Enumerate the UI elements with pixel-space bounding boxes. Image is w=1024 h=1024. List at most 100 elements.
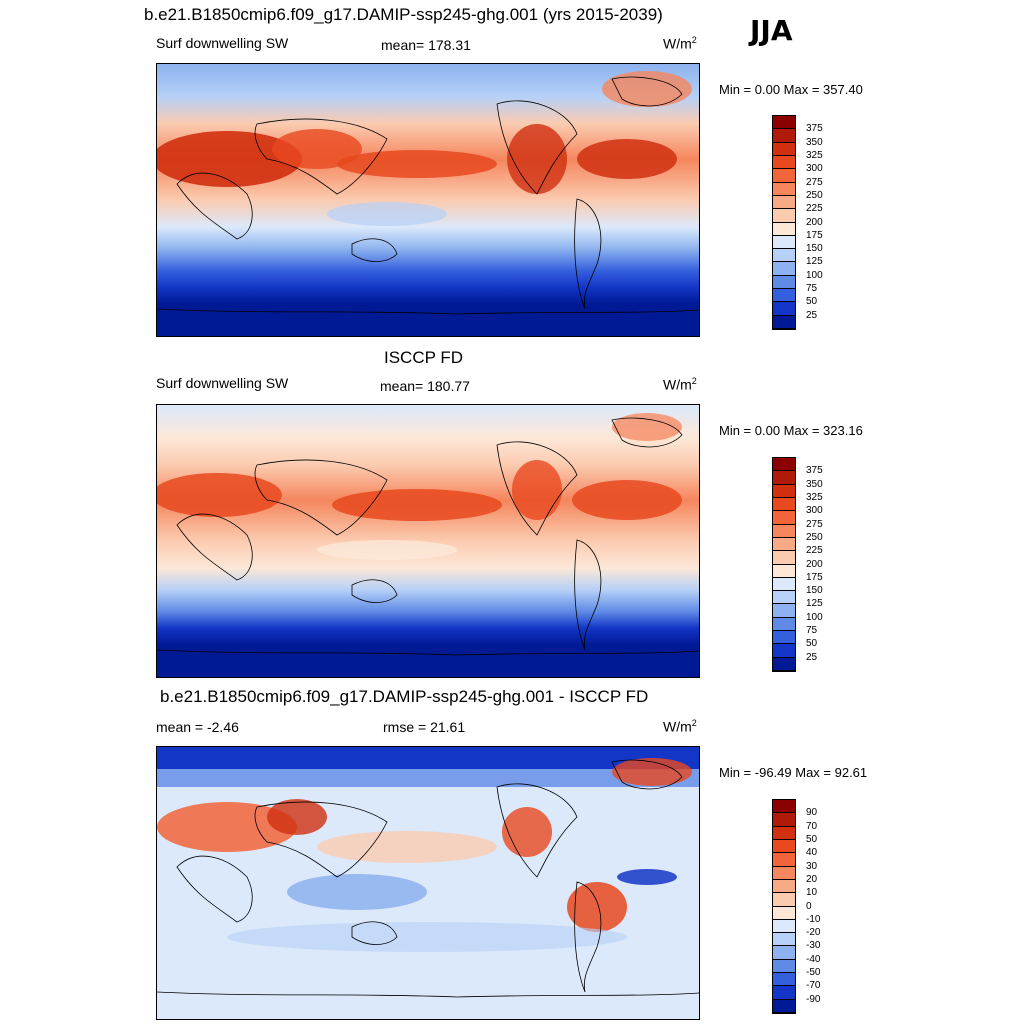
panel-rmse-label: rmse = 21.61 [383, 719, 466, 735]
colorbar-tick-label: 90 [806, 807, 818, 819]
colorbar-swatch [773, 906, 795, 920]
colorbar-tick-label: 175 [806, 229, 823, 241]
colorbar-tick-label: -40 [806, 953, 821, 965]
colorbar-swatch [773, 484, 795, 498]
colorbar-tick-label: 100 [806, 269, 823, 281]
colorbar-swatch [773, 577, 795, 592]
colorbar-tick-label: -20 [806, 927, 821, 939]
panel-minmax: Min = 0.00 Max = 357.40 [719, 82, 863, 97]
colorbar-swatch [773, 879, 795, 894]
world-map-contour-icon [157, 64, 699, 336]
colorbar-tick-label: 100 [806, 611, 823, 623]
colorbar-tick-label: 175 [806, 571, 823, 583]
colorbar-swatch [773, 800, 795, 814]
colorbar-swatch [773, 946, 795, 960]
colorbar-swatch [773, 973, 795, 987]
world-map-contour-icon [157, 405, 699, 677]
colorbar-tick-label: 25 [806, 309, 818, 321]
colorbar-swatch [773, 249, 795, 263]
colorbar-tick-label: 275 [806, 176, 823, 188]
colorbar-tick-label: -70 [806, 980, 821, 992]
colorbar-swatch [773, 893, 795, 907]
colorbar-swatch [773, 142, 795, 156]
colorbar-tick-label: 300 [806, 163, 823, 175]
colorbar-swatch [773, 511, 795, 525]
colorbar-obs: 375 350 325 300 275 250 225 200 175 150 125 100 75 50… [772, 457, 823, 672]
colorbar-swatch [773, 235, 795, 250]
colorbar-swatch [773, 275, 795, 290]
colorbar-tick-label: 375 [806, 465, 823, 477]
colorbar-tick-label: 40 [806, 847, 818, 859]
colorbar-tick-label: 250 [806, 531, 823, 543]
figure-title: b.e21.B1850cmip6.f09_g17.DAMIP-ssp245-gh… [144, 5, 663, 24]
colorbar-tick-label: 10 [806, 887, 818, 899]
colorbar-swatch [773, 497, 795, 512]
colorbar-swatch [773, 853, 795, 867]
colorbar-swatch [773, 644, 795, 658]
season-label: JJA [750, 14, 793, 47]
map-diff [156, 746, 700, 1020]
colorbar-tick-label: 200 [806, 216, 823, 228]
colorbar-swatch [773, 631, 795, 645]
colorbar-swatch [773, 458, 795, 472]
colorbar-swatch [773, 866, 795, 880]
colorbar-swatch [773, 155, 795, 170]
panel-title: b.e21.B1850cmip6.f09_g17.DAMIP-ssp245-gh… [160, 687, 649, 706]
panel-left-label: Surf downwelling SW [156, 35, 289, 51]
colorbar-tick-label: 70 [806, 820, 818, 832]
colorbar-swatch [773, 919, 795, 934]
colorbar-model: 375 350 325 300 275 250 225 200 175 150 125 100 75 50… [772, 115, 823, 330]
colorbar-tick-label: 200 [806, 558, 823, 570]
panel-title: ISCCP FD [384, 348, 464, 367]
colorbar-swatch [773, 209, 795, 223]
colorbar-swatch [773, 999, 795, 1013]
panel-units: W/m2 [663, 35, 697, 52]
colorbar-tick-label: 125 [806, 256, 823, 268]
colorbar-swatch [773, 986, 795, 1000]
colorbar-tick-label: 50 [806, 833, 818, 845]
colorbar-tick-label: 30 [806, 860, 818, 872]
colorbar-swatch [773, 524, 795, 538]
world-map-contour-icon [157, 747, 699, 1019]
colorbar-swatch [773, 839, 795, 854]
colorbar-swatch [773, 813, 795, 827]
colorbar-swatch [773, 933, 795, 947]
colorbar-tick-label: -90 [806, 993, 821, 1005]
colorbar-tick-label: 50 [806, 638, 818, 650]
colorbar-tick-label: 225 [806, 203, 823, 215]
colorbar-swatch [773, 289, 795, 303]
colorbar-swatch [773, 471, 795, 485]
panel-left-label: Surf downwelling SW [156, 375, 289, 391]
colorbar-tick-label: 75 [806, 625, 818, 637]
colorbar-tick-label: 150 [806, 243, 823, 255]
colorbar-tick-label: 25 [806, 651, 818, 663]
colorbar-swatch [773, 537, 795, 552]
colorbar-swatch [773, 826, 795, 840]
colorbar-tick-label: 300 [806, 505, 823, 517]
colorbar-swatch [773, 591, 795, 605]
colorbar-tick-label: 275 [806, 518, 823, 530]
panel-minmax: Min = 0.00 Max = 323.16 [719, 423, 863, 438]
map-model [156, 63, 700, 337]
colorbar-swatch [773, 315, 795, 329]
colorbar-swatch [773, 302, 795, 316]
colorbar-tick-label: 325 [806, 149, 823, 161]
colorbar-swatch [773, 657, 795, 671]
colorbar-swatch [773, 262, 795, 276]
colorbar-tick-label: 50 [806, 296, 818, 308]
panel-minmax: Min = -96.49 Max = 92.61 [719, 765, 868, 780]
colorbar-tick-label: 150 [806, 585, 823, 597]
colorbar-tick-label: -30 [806, 940, 821, 952]
panel-left-label: mean = -2.46 [156, 719, 239, 735]
colorbar-swatch [773, 182, 795, 196]
colorbar-tick-label: 375 [806, 123, 823, 135]
colorbar-swatch [773, 959, 795, 974]
colorbar-swatch [773, 617, 795, 632]
colorbar-tick-label: 75 [806, 283, 818, 295]
colorbar-tick-label: 125 [806, 598, 823, 610]
colorbar-tick-label: 225 [806, 545, 823, 557]
colorbar-tick-label: 20 [806, 873, 818, 885]
map-obs [156, 404, 700, 678]
panel-mean-label: mean= 178.31 [381, 37, 471, 53]
colorbar-swatch [773, 222, 795, 236]
